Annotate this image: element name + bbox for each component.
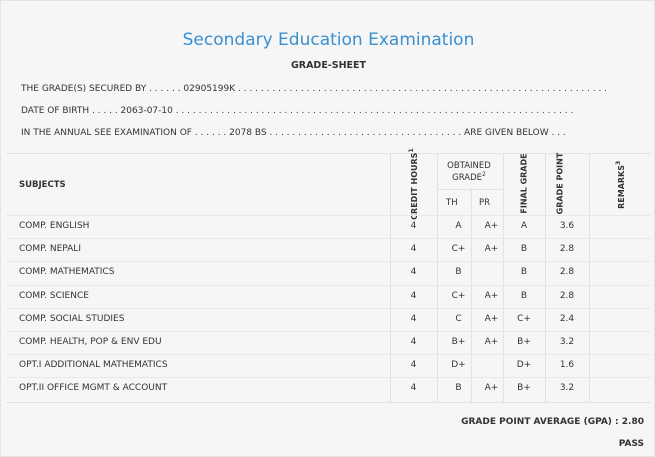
result-status: PASS <box>618 439 644 449</box>
pr-header: PR <box>479 198 491 208</box>
table-row: COMP. SCIENCE 4 C+ A+ B 2.8 <box>6 284 651 308</box>
row-divider <box>6 377 651 379</box>
grade-point-header: GRADE POINT <box>555 152 565 215</box>
obtained-grade-header: OBTAINED GRADE2 <box>447 161 491 183</box>
final-grade-cell: D+ <box>516 360 532 371</box>
th-grade-cell: C <box>455 313 462 324</box>
subject-cell: COMP. MATHEMATICS <box>19 267 115 278</box>
table-row: COMP. ENGLISH 4 A A+ A 3.6 <box>6 215 651 238</box>
table-row: COMP. NEPALI 4 C+ A+ B 2.8 <box>6 238 651 261</box>
row-divider <box>6 331 651 332</box>
subject-cell: COMP. HEALTH, POP & ENV EDU <box>19 337 162 347</box>
grid-line <box>471 190 472 402</box>
row-divider <box>6 307 651 309</box>
th-grade-cell: B <box>455 267 462 278</box>
exam-year-line: IN THE ANNUAL SEE EXAMINATION OF . . . .… <box>21 128 566 138</box>
final-grade-cell: B <box>520 267 528 278</box>
pr-grade-cell: A+ <box>484 313 499 324</box>
subject-cell: COMP. ENGLISH <box>19 221 90 231</box>
credit-hours-cell: 4 <box>410 383 417 394</box>
table-row: OPT.II OFFICE MGMT & ACCOUNT 4 B A+ B+ 3.2 <box>6 377 651 400</box>
grade-point-cell: 3.2 <box>559 337 575 347</box>
table-row: OPT.I ADDITIONAL MATHEMATICS 4 D+ D+ 1.6 <box>6 354 651 377</box>
grade-point-cell: 1.6 <box>559 360 575 371</box>
grid-line <box>589 154 590 402</box>
row-divider <box>6 354 651 356</box>
table-row: COMP. SOCIAL STUDIES 4 C A+ C+ 2.4 <box>6 307 651 331</box>
subjects-header: SUBJECTS <box>19 180 66 190</box>
credit-hours-cell: 4 <box>410 244 417 255</box>
final-grade-cell: B+ <box>517 337 531 347</box>
grade-point-cell: 2.8 <box>559 290 575 301</box>
subject-cell: COMP. NEPALI <box>19 244 81 255</box>
grid-line <box>545 154 546 402</box>
th-header: TH <box>446 198 458 208</box>
pr-grade-cell: A+ <box>484 290 499 301</box>
th-grade-cell: C+ <box>451 244 466 255</box>
pr-grade-cell: A+ <box>484 383 499 394</box>
th-grade-cell: B <box>455 383 462 394</box>
row-divider <box>6 284 651 286</box>
pr-grade-cell: A+ <box>484 244 499 255</box>
credit-hours-header: CREDIT HOURS1 <box>408 148 419 220</box>
gpa-summary: GRADE POINT AVERAGE (GPA) : 2.80 <box>461 417 644 427</box>
pr-grade-cell: A+ <box>484 221 499 231</box>
pr-grade-cell: A+ <box>484 337 499 347</box>
row-divider <box>6 238 651 240</box>
credit-hours-cell: 4 <box>410 313 417 324</box>
final-grade-cell: C+ <box>517 313 531 324</box>
grade-point-cell: 2.4 <box>559 313 575 324</box>
th-grade-cell: B+ <box>451 337 466 347</box>
grade-subheader-divider <box>438 189 503 190</box>
grade-point-cell: 3.2 <box>559 383 575 394</box>
grade-point-cell: 2.8 <box>559 244 575 255</box>
subject-cell: COMP. SCIENCE <box>19 290 89 301</box>
table-top-divider <box>6 153 651 154</box>
final-grade-cell: B+ <box>517 383 531 394</box>
page-subtitle: GRADE-SHEET <box>290 60 367 71</box>
credit-hours-cell: 4 <box>410 267 417 278</box>
table-row: COMP. MATHEMATICS 4 B B 2.8 <box>6 261 651 284</box>
grid-line <box>437 154 438 402</box>
date-of-birth-line: DATE OF BIRTH . . . . . 2063-07-10 . . .… <box>21 106 574 116</box>
th-grade-cell: D+ <box>451 360 466 371</box>
credit-hours-cell: 4 <box>410 337 417 347</box>
grade-secured-by-line: THE GRADE(S) SECURED BY . . . . . . 0290… <box>21 84 608 94</box>
th-grade-cell: A <box>455 221 462 231</box>
table-bottom-divider <box>6 402 651 403</box>
grade-point-cell: 3.6 <box>559 221 575 231</box>
page-title: Secondary Education Examination <box>182 30 475 50</box>
credit-hours-cell: 4 <box>410 360 417 371</box>
subject-cell: COMP. SOCIAL STUDIES <box>19 313 125 324</box>
final-grade-cell: A <box>520 221 528 231</box>
grid-line <box>390 154 391 402</box>
credit-hours-cell: 4 <box>410 221 417 231</box>
row-divider <box>6 261 651 263</box>
final-grade-cell: B <box>520 244 528 255</box>
subject-cell: OPT.II OFFICE MGMT & ACCOUNT <box>19 383 168 394</box>
grid-line <box>503 154 504 402</box>
final-grade-header: FINAL GRADE <box>519 153 529 214</box>
grade-point-cell: 2.8 <box>559 267 575 278</box>
row-divider <box>6 215 651 216</box>
final-grade-cell: B <box>520 290 528 301</box>
remarks-header: REMARKS3 <box>615 160 626 209</box>
credit-hours-cell: 4 <box>410 290 417 301</box>
th-grade-cell: C+ <box>451 290 466 301</box>
table-row: COMP. HEALTH, POP & ENV EDU 4 B+ A+ B+ 3.2 <box>6 331 651 354</box>
subject-cell: OPT.I ADDITIONAL MATHEMATICS <box>19 360 168 371</box>
